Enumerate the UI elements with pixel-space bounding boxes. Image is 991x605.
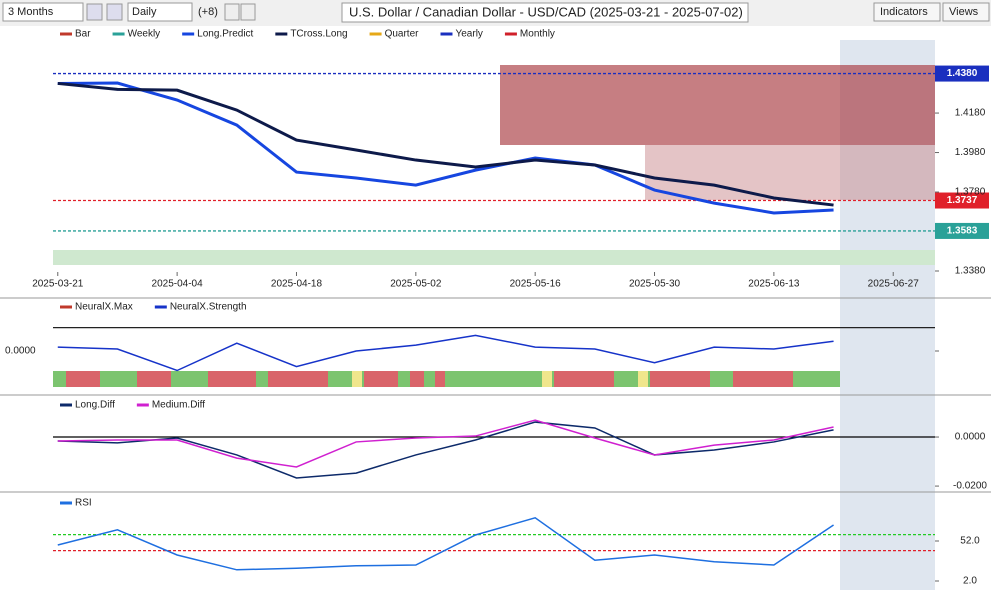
price-tag-label: 1.3583 <box>947 226 978 237</box>
legend-label: TCross.Long <box>290 29 347 40</box>
series-line <box>57 421 834 479</box>
y-tick-label: 0.0000 <box>955 432 986 443</box>
y-tick-label: 1.4180 <box>955 108 986 119</box>
series-line <box>57 81 834 215</box>
x-tick-label: 2025-05-30 <box>629 279 681 290</box>
y-tick-label: 2.0 <box>963 576 977 587</box>
series-line <box>57 516 834 571</box>
neuralx-strip <box>53 371 840 387</box>
legend-label: Bar <box>75 29 91 40</box>
legend-label: Long.Diff <box>75 400 115 411</box>
x-tick-label: 2025-04-18 <box>271 279 323 290</box>
indicators-text: Indicators <box>880 6 928 18</box>
demand-zone <box>53 250 935 265</box>
price-tag-label: 1.3737 <box>947 195 978 206</box>
y-tick-label: 1.3380 <box>955 266 986 277</box>
chart-title: U.S. Dollar / Canadian Dollar - USD/CAD … <box>349 4 743 19</box>
price-tag <box>935 192 989 209</box>
indicators-button[interactable] <box>873 2 941 22</box>
legend-label: RSI <box>75 498 92 509</box>
y-tick-label: -0.0200 <box>953 481 987 492</box>
x-tick-label: 2025-03-21 <box>32 279 84 290</box>
legend-label: Medium.Diff <box>152 400 205 411</box>
remove-button[interactable] <box>240 3 256 21</box>
interval-select[interactable] <box>127 2 193 22</box>
legend-label: NeuralX.Max <box>75 302 133 313</box>
zoom-in[interactable] <box>86 3 103 21</box>
search-button[interactable] <box>756 4 786 20</box>
legend-label: Weekly <box>128 29 161 40</box>
add-button[interactable] <box>224 3 240 21</box>
x-tick-label: 2025-04-04 <box>152 279 204 290</box>
supply-zone <box>500 65 935 145</box>
supply-zone-light <box>645 145 935 200</box>
legend-label: Long.Predict <box>197 29 253 40</box>
x-tick-label: 2025-06-27 <box>868 279 920 290</box>
range-text: 3 Months <box>8 6 54 18</box>
legend-label: NeuralX.Strength <box>170 302 247 313</box>
legend-label: Quarter <box>385 29 420 40</box>
title-box <box>341 2 749 23</box>
price-tag-label: 1.4380 <box>947 68 978 79</box>
offset: (+8) <box>198 6 218 18</box>
y-tick-label: 52.0 <box>960 536 980 547</box>
legend-label: Yearly <box>455 29 482 40</box>
y-tick-label: 0.0000 <box>5 346 36 357</box>
y-tick-label: 1.3980 <box>955 147 986 158</box>
views-text: Views <box>949 6 979 18</box>
interval-text: Daily <box>132 6 157 18</box>
x-tick-label: 2025-05-02 <box>390 279 442 290</box>
legend-label: Monthly <box>520 29 555 40</box>
series-line <box>57 81 834 207</box>
series-line <box>57 334 834 372</box>
series-line <box>57 419 834 468</box>
x-tick-label: 2025-06-13 <box>748 279 800 290</box>
range-select[interactable] <box>2 2 84 22</box>
views-button[interactable] <box>942 2 990 22</box>
price-tag <box>935 65 989 82</box>
x-tick-label: 2025-05-16 <box>510 279 562 290</box>
zoom-out[interactable] <box>106 3 123 21</box>
price-tag <box>935 222 989 239</box>
y-tick-label: 1.3780 <box>955 187 986 198</box>
